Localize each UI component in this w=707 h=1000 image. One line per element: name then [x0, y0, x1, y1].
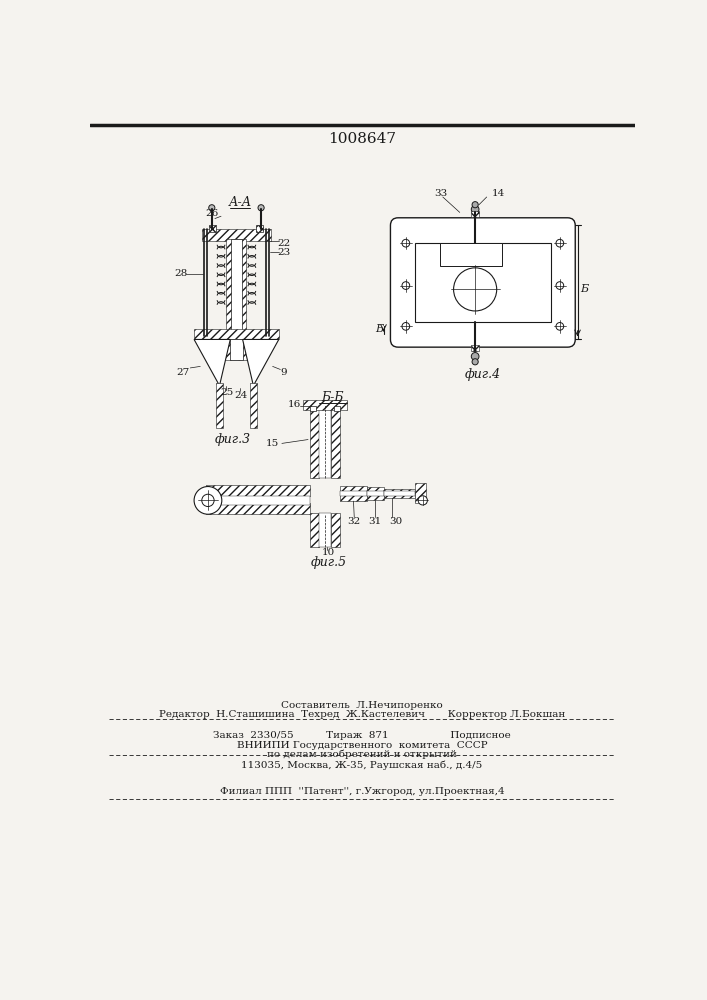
Text: Б: Б [375, 324, 383, 334]
Bar [257, 225, 264, 232]
Bar [472, 345, 479, 351]
Bar [226, 239, 247, 336]
Text: А-А: А-А [228, 196, 252, 209]
Circle shape [556, 282, 563, 289]
Bar [310, 406, 316, 411]
Text: 9: 9 [281, 368, 288, 377]
Text: 113035, Москва, Ж-35, Раушская наб., д.4/5: 113035, Москва, Ж-35, Раушская наб., д.4… [241, 761, 483, 770]
Text: Редактор  Н.Сташишина  Техред  Ж.Кастелевич       Корректор Л.Бокшан: Редактор Н.Сташишина Техред Ж.Кастелевич… [159, 710, 565, 719]
Bar [319, 513, 331, 547]
Bar [216, 383, 223, 428]
Text: 14: 14 [491, 189, 505, 198]
Bar [194, 329, 279, 339]
Text: Б-Б: Б-Б [322, 391, 344, 404]
Circle shape [472, 202, 478, 208]
Text: 23: 23 [278, 248, 291, 257]
Text: по делам изобретений и открытий: по делам изобретений и открытий [267, 750, 457, 759]
Bar [230, 339, 243, 360]
Text: Заказ  2330/55          Тираж  871                   Подписное: Заказ 2330/55 Тираж 871 Подписное [213, 732, 511, 740]
Circle shape [472, 353, 479, 360]
Circle shape [209, 205, 215, 211]
Bar [209, 225, 216, 232]
Bar [303, 400, 346, 410]
Circle shape [454, 268, 497, 311]
Text: 32: 32 [348, 517, 361, 526]
Bar [385, 489, 415, 498]
Bar [415, 483, 426, 503]
Bar [206, 496, 310, 505]
Text: 22: 22 [278, 239, 291, 248]
Text: Филиал ППП  ''Патент'', г.Ужгород, ул.Проектная,4: Филиал ППП ''Патент'', г.Ужгород, ул.Про… [220, 787, 504, 796]
Bar [340, 491, 368, 496]
Text: 31: 31 [368, 517, 382, 526]
Bar [340, 486, 368, 501]
Bar [385, 491, 415, 496]
Text: 16: 16 [288, 400, 300, 409]
Bar [331, 513, 340, 547]
Bar [221, 339, 252, 360]
Bar [472, 211, 479, 217]
Bar [206, 503, 310, 514]
Text: 10: 10 [322, 548, 335, 557]
Text: ВНИИПИ Государственного  комитета  СССР: ВНИИПИ Государственного комитета СССР [237, 741, 487, 750]
Bar [334, 406, 340, 411]
Bar [201, 229, 271, 241]
Polygon shape [194, 339, 230, 386]
Text: 33: 33 [434, 189, 447, 198]
Text: 27: 27 [176, 368, 189, 377]
Circle shape [418, 496, 428, 505]
Circle shape [556, 239, 563, 247]
Text: 28: 28 [175, 269, 187, 278]
Bar [206, 485, 310, 496]
Polygon shape [243, 339, 279, 386]
Circle shape [402, 282, 409, 289]
Circle shape [258, 205, 264, 211]
Bar [231, 239, 242, 336]
Text: фиг.3: фиг.3 [214, 433, 251, 446]
Bar [368, 491, 385, 496]
Bar [331, 405, 340, 478]
Circle shape [402, 239, 409, 247]
Circle shape [472, 205, 479, 213]
Text: 24: 24 [235, 391, 247, 400]
Text: 1008647: 1008647 [328, 132, 396, 146]
Circle shape [201, 494, 214, 507]
Circle shape [194, 487, 222, 514]
Bar [319, 405, 331, 478]
Circle shape [402, 323, 409, 330]
Bar [440, 243, 502, 266]
Circle shape [556, 323, 563, 330]
Text: фиг.4: фиг.4 [464, 368, 501, 381]
Bar [415, 243, 551, 322]
Text: 30: 30 [390, 517, 402, 526]
Bar [310, 405, 319, 478]
Circle shape [472, 359, 478, 365]
Text: Составитель  Л.Нечипоренко: Составитель Л.Нечипоренко [281, 701, 443, 710]
Text: 26: 26 [205, 209, 218, 218]
Text: фиг.5: фиг.5 [311, 556, 347, 569]
Text: 25: 25 [221, 388, 234, 397]
Bar [310, 513, 319, 547]
Text: Б: Б [580, 284, 588, 294]
Text: 15: 15 [266, 439, 279, 448]
FancyBboxPatch shape [390, 218, 575, 347]
Bar [368, 487, 385, 500]
Bar [250, 383, 257, 428]
